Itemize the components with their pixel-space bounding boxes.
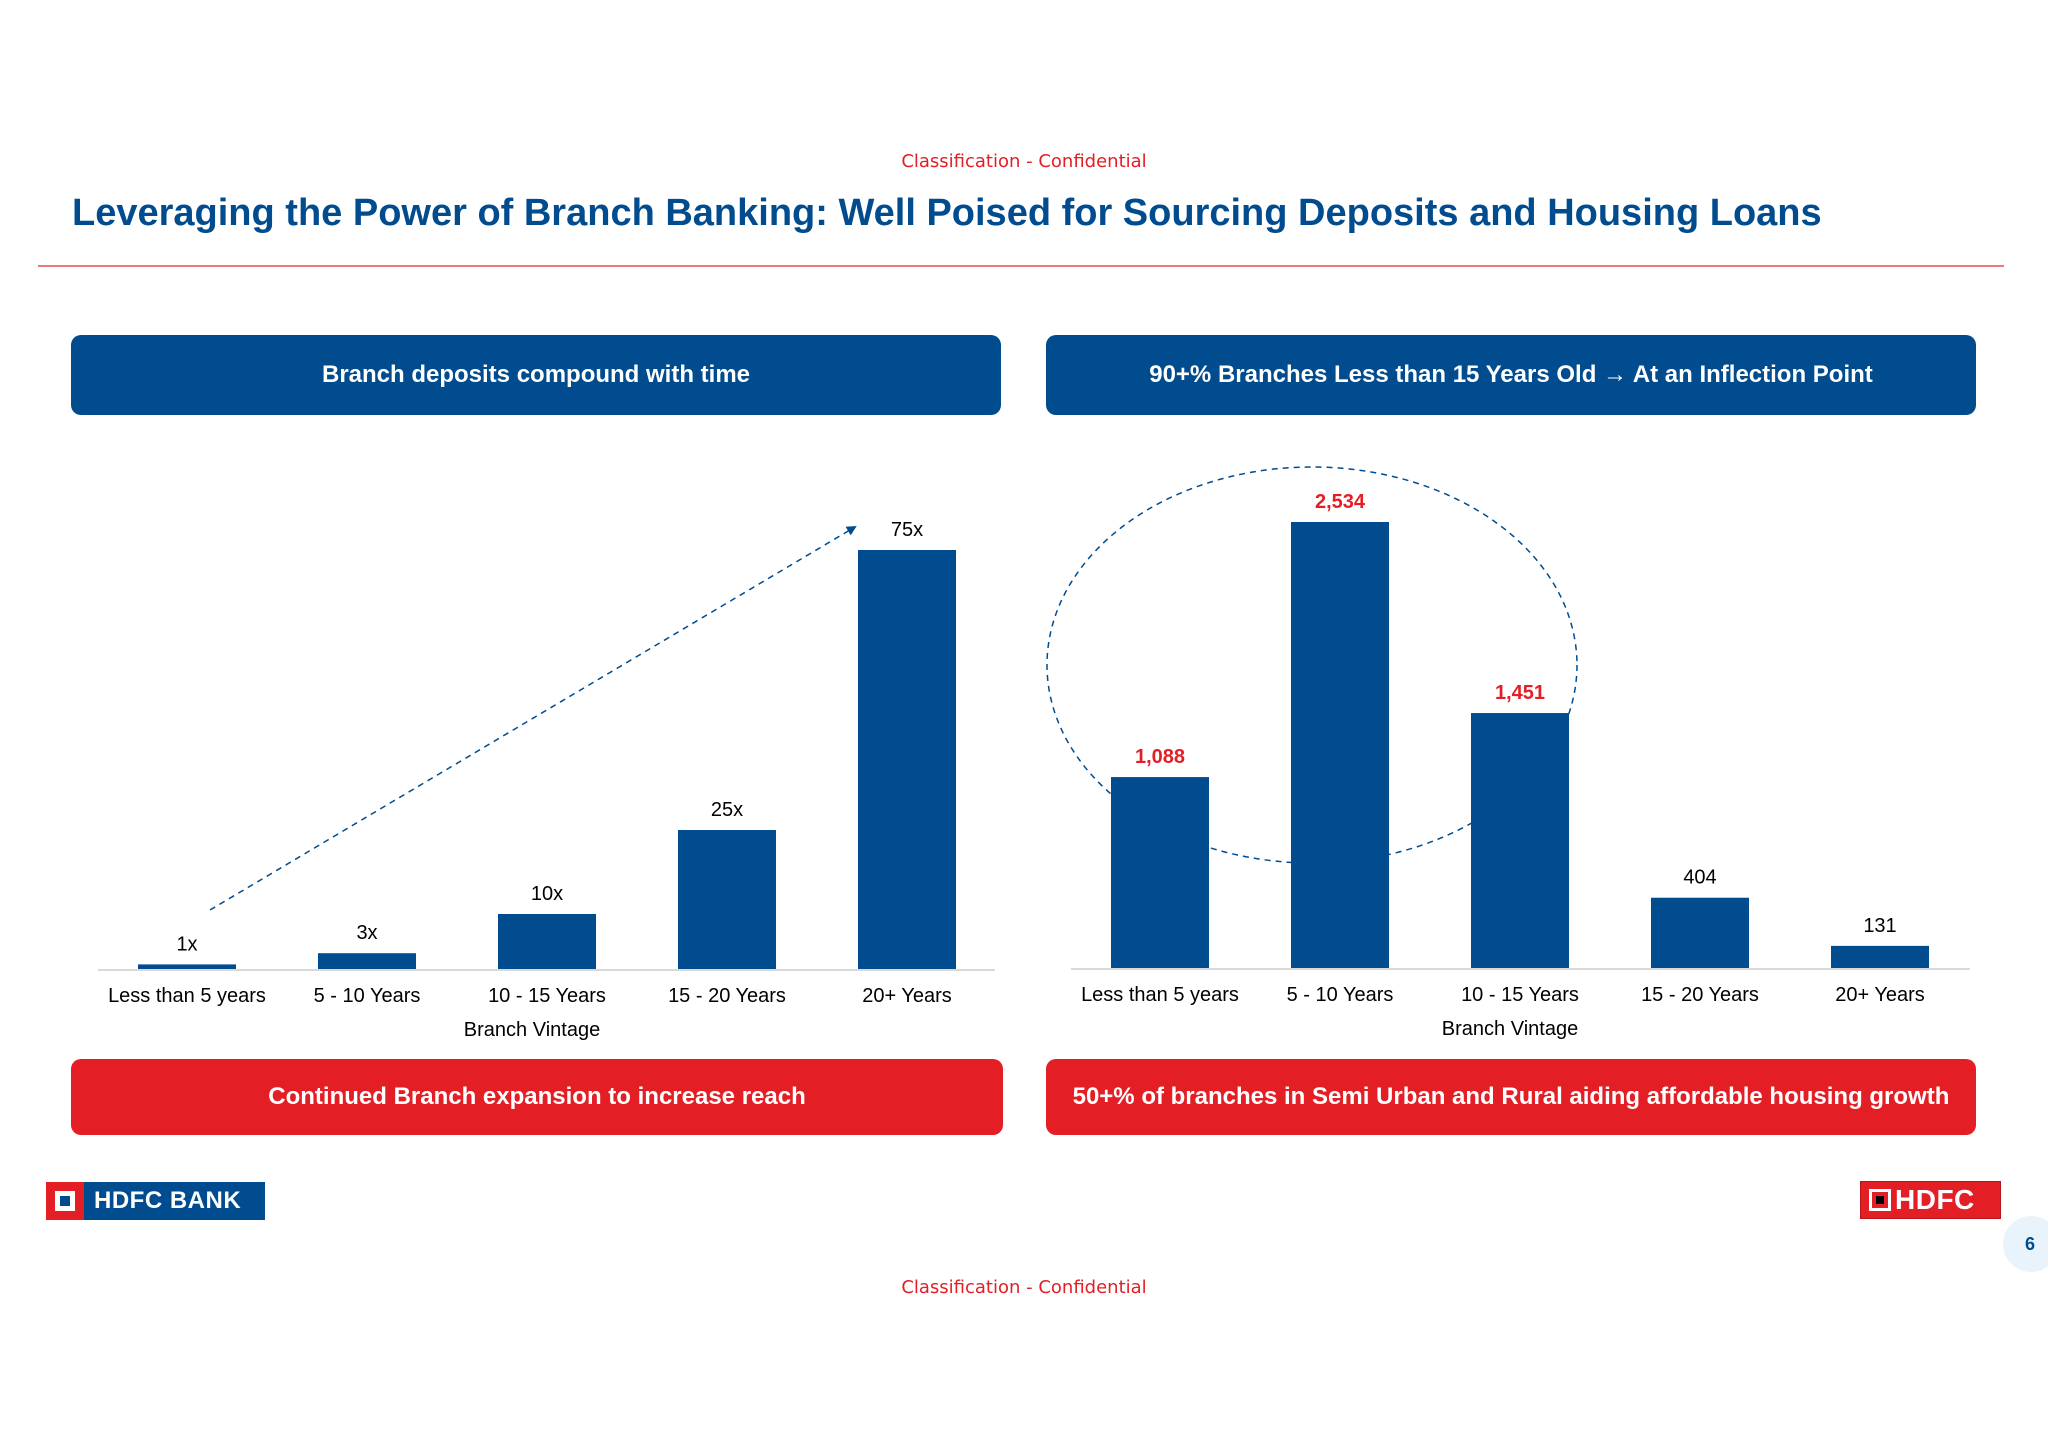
data-label-2: 2,534 — [1315, 491, 1366, 513]
data-label-5: 131 — [1863, 915, 1896, 937]
data-label-1: 1,088 — [1135, 746, 1185, 768]
x-tick-label-4: 15 - 20 Years — [1641, 984, 1759, 1006]
bar-4 — [1651, 897, 1749, 969]
data-label-2: 3x — [356, 922, 377, 944]
x-tick-label-1: Less than 5 years — [1081, 984, 1239, 1006]
hdfc-bank-mark-icon — [46, 1182, 84, 1220]
classification-label-top: Classification - Confidential — [901, 151, 1147, 172]
data-label-1: 1x — [176, 933, 197, 955]
trend-arrow — [209, 525, 857, 911]
x-tick-label-3: 10 - 15 Years — [1461, 984, 1579, 1006]
bar-1 — [138, 964, 236, 970]
data-label-3: 1,451 — [1495, 682, 1545, 704]
x-tick-label-5: 20+ Years — [1835, 984, 1925, 1006]
data-label-3: 10x — [531, 883, 563, 905]
bar-1 — [1111, 777, 1209, 969]
hdfc-wordmark: HDFC — [1895, 1184, 1975, 1215]
x-tick-label-2: 5 - 10 Years — [1287, 984, 1394, 1006]
x-tick-label-2: 5 - 10 Years — [314, 985, 421, 1007]
data-label-4: 404 — [1683, 867, 1716, 889]
chart-branch-count: 1,088 2,534 1,451 404 131 Less than 5 years 5… — [1046, 466, 1970, 1040]
bar-2 — [318, 953, 416, 970]
x-tick-label-3: 10 - 15 Years — [488, 985, 606, 1007]
x-axis-title: Branch Vintage — [1442, 1018, 1578, 1040]
chart-deposit-multiples: 1x 3x 10x 25x 75x Less than 5 years 5 - 10 Ye… — [98, 519, 995, 1041]
bar-5 — [858, 550, 956, 970]
bar-3 — [498, 914, 596, 970]
bar-4 — [678, 830, 776, 970]
hdfc-mark-icon — [1869, 1189, 1891, 1211]
x-tick-label-1: Less than 5 years — [108, 985, 266, 1007]
data-label-5: 75x — [891, 519, 923, 541]
title-divider — [38, 265, 2004, 267]
slide-title: Leveraging the Power of Branch Banking: … — [72, 192, 1822, 234]
page-number: 6 — [2003, 1216, 2048, 1272]
hdfc-bank-logo: HDFC BANK — [46, 1182, 265, 1220]
bar-3 — [1471, 713, 1569, 969]
data-label-4: 25x — [711, 799, 743, 821]
x-tick-label-4: 15 - 20 Years — [668, 985, 786, 1007]
hdfc-bank-wordmark: HDFC BANK — [94, 1187, 242, 1214]
x-tick-label-5: 20+ Years — [862, 985, 952, 1007]
banner-branch-expansion: Continued Branch expansion to increase r… — [71, 1059, 1003, 1135]
banner-semi-urban-rural: 50+% of branches in Semi Urban and Rural… — [1046, 1059, 1976, 1135]
bar-2 — [1291, 522, 1389, 969]
banner-inflection-point: 90+% Branches Less than 15 Years Old → A… — [1046, 335, 1976, 415]
x-axis-title: Branch Vintage — [464, 1019, 600, 1041]
hdfc-logo: HDFC — [1860, 1181, 2001, 1219]
classification-label-bottom: Classification - Confidential — [901, 1277, 1147, 1298]
banner-branch-deposits: Branch deposits compound with time — [71, 335, 1001, 415]
bar-5 — [1831, 945, 1929, 969]
